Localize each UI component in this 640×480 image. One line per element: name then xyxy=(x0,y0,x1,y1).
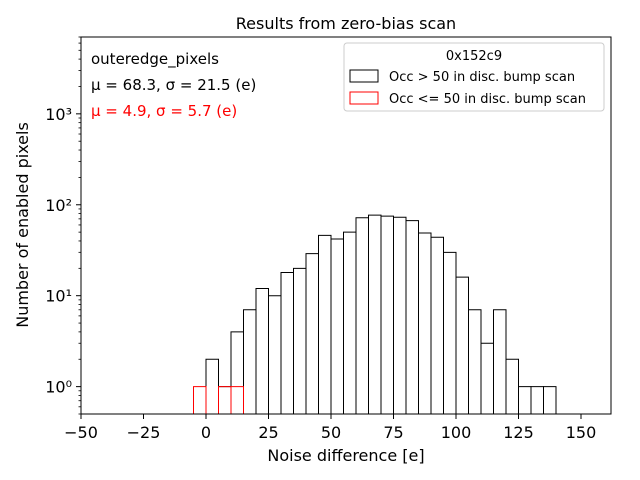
y-tick-label: 10³ xyxy=(45,105,72,124)
legend-entry-black: Occ > 50 in disc. bump scan xyxy=(389,70,575,85)
annotation-stats-red: μ = 4.9, σ = 5.7 (e) xyxy=(91,102,237,120)
histogram-bar xyxy=(430,236,444,414)
histogram-bar xyxy=(355,217,369,414)
histogram-bar xyxy=(380,215,394,414)
annotation-group-name: outeredge_pixels xyxy=(91,50,219,69)
histogram-bar xyxy=(480,342,494,414)
chart-title: Results from zero-bias scan xyxy=(236,14,456,33)
x-tick-label: −50 xyxy=(64,423,98,442)
x-tick-label: 75 xyxy=(383,423,403,442)
histogram-bar xyxy=(230,331,244,414)
legend-entry-red: Occ <= 50 in disc. bump scan xyxy=(389,92,586,107)
x-tick-label: 125 xyxy=(503,423,534,442)
x-axis: −50 −25 0 25 50 75 100 125 150 xyxy=(64,414,596,442)
histogram-bar xyxy=(193,386,207,414)
histogram-bar xyxy=(543,386,557,414)
series-layer xyxy=(193,214,557,414)
y-tick-label: 10² xyxy=(45,196,72,215)
histogram-bar xyxy=(505,358,519,414)
x-tick-label: 50 xyxy=(321,423,341,442)
histogram-bar xyxy=(455,276,469,414)
histogram-bar xyxy=(343,231,357,414)
histogram-bar xyxy=(468,309,482,414)
series-red xyxy=(193,386,244,414)
histogram-bar xyxy=(230,386,244,414)
histogram-bar xyxy=(305,253,319,414)
annotation-stats-black: μ = 68.3, σ = 21.5 (e) xyxy=(91,76,256,94)
x-tick-label: 100 xyxy=(441,423,472,442)
x-tick-label: 0 xyxy=(201,423,211,442)
histogram-bar xyxy=(493,309,507,414)
series-black xyxy=(205,214,557,414)
x-tick-label: 25 xyxy=(258,423,278,442)
histogram-bar xyxy=(205,358,219,414)
legend: 0x152c9 Occ > 50 in disc. bump scan Occ … xyxy=(343,42,605,112)
histogram-bar xyxy=(530,386,544,414)
histogram-bar xyxy=(393,216,407,414)
histogram-bar xyxy=(368,214,382,414)
x-axis-label: Noise difference [e] xyxy=(267,446,424,465)
histogram-bar xyxy=(280,271,294,414)
histogram-bar xyxy=(518,386,532,414)
histogram-bar xyxy=(243,309,257,414)
histogram-bar xyxy=(293,267,307,414)
histogram-bar xyxy=(443,251,457,414)
histogram-bar xyxy=(268,295,282,414)
histogram-bar xyxy=(218,386,232,414)
x-tick-label: −25 xyxy=(127,423,161,442)
histogram-bar xyxy=(418,232,432,414)
y-axis: 10⁰ 10¹ 10² 10³ xyxy=(45,36,81,415)
histogram-bar xyxy=(330,238,344,414)
histogram-bar xyxy=(318,234,332,414)
legend-swatch-red xyxy=(349,91,379,105)
legend-swatch-black xyxy=(349,69,379,83)
histogram-bar xyxy=(405,220,419,414)
legend-box xyxy=(343,42,605,112)
y-tick-label: 10⁰ xyxy=(45,378,72,397)
histogram-bar xyxy=(218,386,232,414)
legend-title: 0x152c9 xyxy=(446,49,502,64)
plot-frame xyxy=(80,36,612,415)
histogram-bar xyxy=(255,288,269,414)
y-tick-label: 10¹ xyxy=(45,287,72,306)
x-tick-label: 150 xyxy=(566,423,597,442)
y-axis-label: Number of enabled pixels xyxy=(13,122,32,328)
